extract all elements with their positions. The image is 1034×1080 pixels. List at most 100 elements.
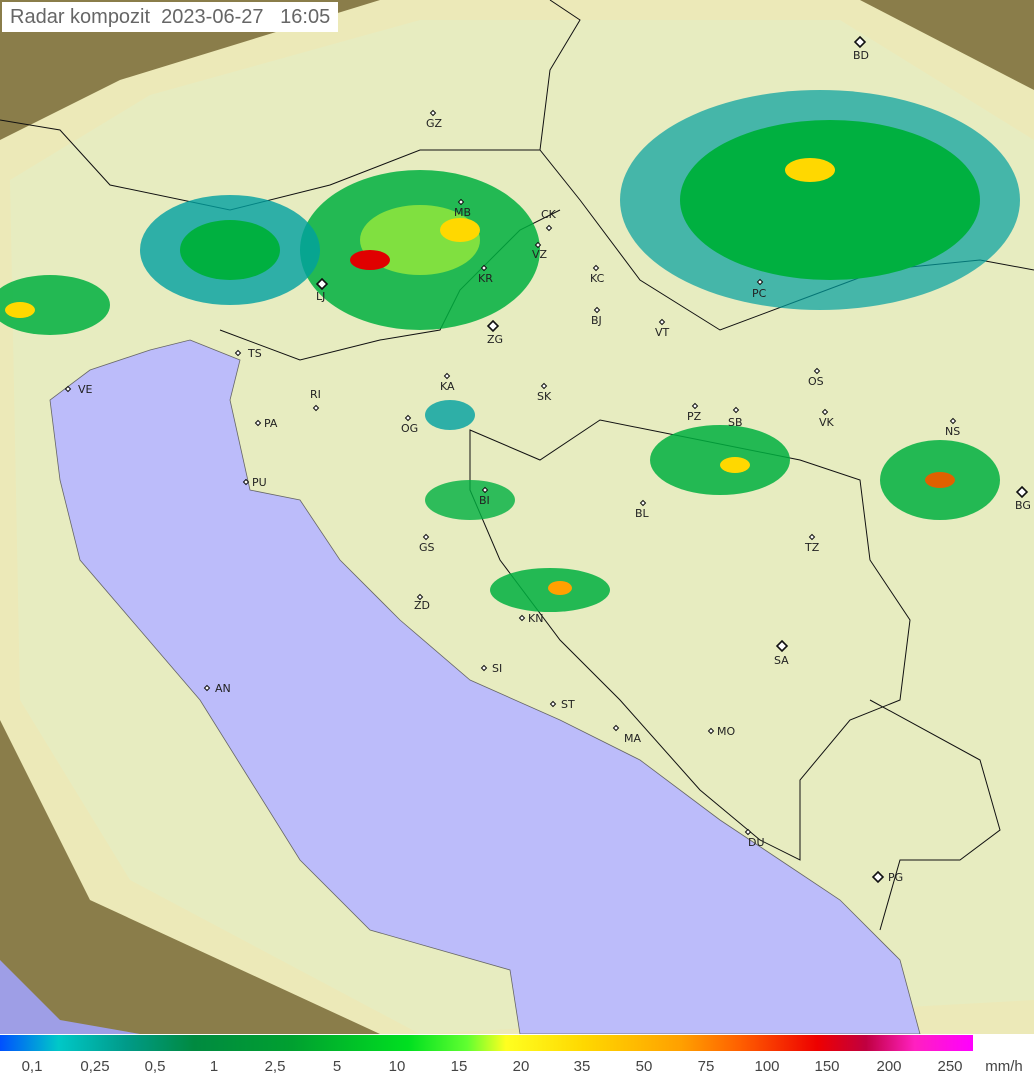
legend-label: 50: [635, 1058, 653, 1075]
city-label: RI: [310, 388, 321, 401]
city-label: PC: [752, 287, 767, 300]
legend-label: 0,5: [144, 1058, 166, 1075]
city-kn: KN: [518, 612, 543, 625]
city-kr: KR: [478, 264, 493, 285]
city-label: VT: [655, 326, 670, 339]
city-label: SB: [728, 416, 743, 429]
radar-map: GZ BD MB CK LJ KR VZ KC PC ZG BJ VT TS VE RI KA SK OS PA OG…: [0, 0, 1034, 1034]
city-label: DU: [748, 836, 765, 849]
city-gs: GS: [419, 533, 435, 554]
city-label: MA: [624, 732, 641, 745]
city-label: SA: [774, 654, 789, 667]
city-pz: PZ: [687, 402, 702, 423]
legend-label: 1: [209, 1058, 219, 1075]
city-marker-icon: [732, 406, 740, 414]
city-kc: KC: [590, 264, 605, 285]
legend-label: 75: [697, 1058, 715, 1075]
city-label: KA: [440, 380, 455, 393]
city-marker-icon: [639, 499, 647, 507]
city-label: CK: [541, 208, 557, 221]
city-marker-icon: [254, 419, 262, 427]
city-label: PA: [264, 417, 278, 430]
city-sb: SB: [728, 406, 743, 429]
city-bd: BD: [853, 35, 869, 62]
city-label: PZ: [687, 410, 702, 423]
city-marker-icon: [813, 367, 821, 375]
city-pg: PG: [871, 870, 903, 884]
city-label: VE: [78, 383, 93, 396]
capital-marker-icon: [871, 870, 885, 884]
city-label: TZ: [804, 541, 820, 554]
city-label: PU: [252, 476, 267, 489]
city-marker-icon: [481, 486, 489, 494]
city-marker-icon: [242, 478, 250, 486]
adriatic-sea: [49, 339, 921, 1034]
city-label: TS: [247, 347, 262, 360]
legend-label: 250: [937, 1058, 963, 1075]
city-marker-icon: [691, 402, 699, 410]
city-zg: ZG: [486, 319, 503, 346]
city-label: VK: [819, 416, 835, 429]
city-marker-icon: [592, 264, 600, 272]
city-marker-icon: [416, 593, 424, 601]
city-label: SK: [537, 390, 552, 403]
legend-label: 15: [450, 1058, 468, 1075]
city-label: GS: [419, 541, 435, 554]
city-os: OS: [808, 367, 824, 388]
city-marker-icon: [234, 349, 242, 357]
city-mb: MB: [454, 198, 471, 219]
city-marker-icon: [707, 727, 715, 735]
precipitation-color-scale: [0, 1035, 973, 1051]
legend-labels: 0,1 0,25 0,5 1 2,5 5 10 15 20 35 50 75 1…: [0, 1058, 1034, 1080]
city-label: ZG: [487, 333, 503, 346]
city-vz: VZ: [532, 241, 548, 261]
adriatic-sea: [0, 960, 140, 1034]
capital-marker-icon: [853, 35, 867, 49]
city-ma: MA: [612, 724, 641, 745]
capital-marker-icon: [486, 319, 500, 333]
city-marker-icon: [545, 224, 553, 232]
city-markers: GZ BD MB CK LJ KR VZ KC PC ZG BJ VT TS VE RI KA SK OS PA OG…: [64, 35, 1031, 884]
city-marker-icon: [540, 382, 548, 390]
city-marker-icon: [64, 385, 72, 393]
capital-marker-icon: [315, 277, 329, 291]
city-label: BL: [635, 507, 650, 520]
city-label: LJ: [316, 290, 325, 303]
legend-label: 0,1: [21, 1058, 43, 1075]
city-mo: MO: [707, 725, 735, 738]
city-ck: CK: [541, 208, 557, 232]
city-label: KC: [590, 272, 605, 285]
map-title: Radar kompozit 2023-06-27 16:05: [2, 2, 339, 32]
city-pc: PC: [752, 278, 767, 300]
city-lj: LJ: [315, 277, 329, 303]
capital-marker-icon: [775, 639, 789, 653]
city-marker-icon: [949, 417, 957, 425]
city-marker-icon: [443, 372, 451, 380]
rain-cells: [0, 90, 1020, 612]
city-label: PG: [888, 871, 903, 884]
city-marker-icon: [404, 414, 412, 422]
legend-label: 200: [876, 1058, 902, 1075]
city-sa: SA: [774, 639, 789, 667]
city-label: AN: [215, 682, 231, 695]
city-marker-icon: [744, 828, 752, 836]
city-label: NS: [945, 425, 960, 438]
legend-label: 100: [754, 1058, 780, 1075]
city-marker-icon: [480, 264, 488, 272]
city-marker-icon: [612, 724, 620, 732]
city-marker-icon: [457, 198, 465, 206]
city-marker-icon: [593, 306, 601, 314]
city-bi: BI: [479, 486, 490, 507]
city-marker-icon: [821, 408, 829, 416]
city-vt: VT: [655, 318, 670, 339]
legend-label: 20: [512, 1058, 530, 1075]
city-gz: GZ: [426, 109, 443, 130]
city-label: OS: [808, 375, 824, 388]
city-label: VZ: [532, 248, 548, 261]
city-marker-icon: [518, 614, 526, 622]
city-label: BJ: [591, 314, 602, 327]
legend-label: 0,25: [80, 1058, 110, 1075]
city-label: ST: [561, 698, 575, 711]
city-pa: PA: [254, 417, 278, 430]
city-du: DU: [744, 828, 765, 849]
